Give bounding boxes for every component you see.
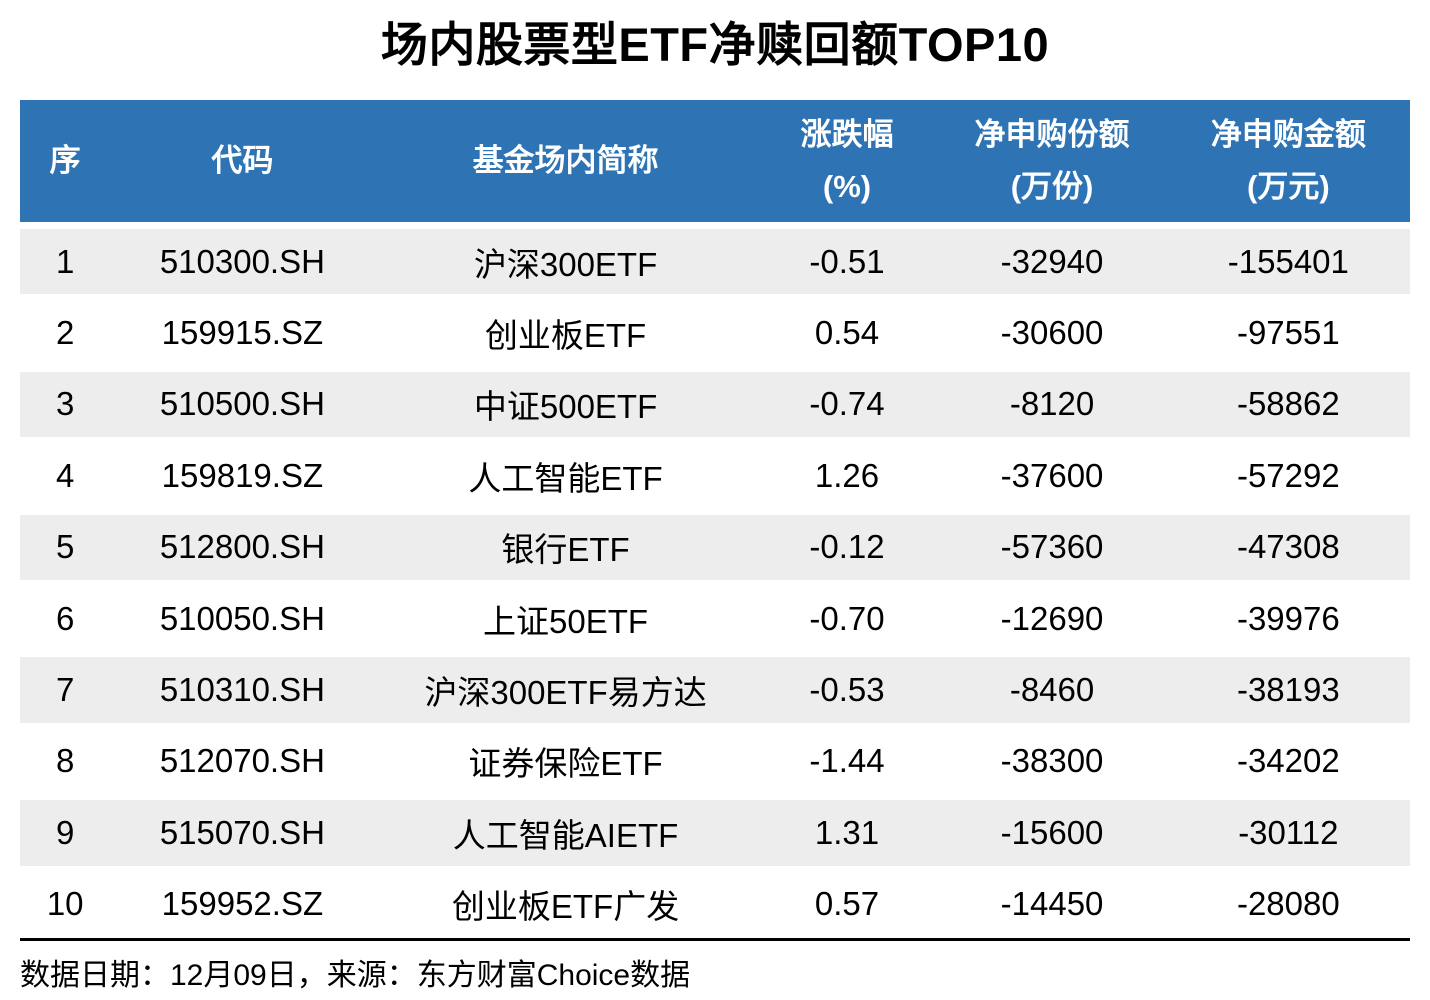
cell-amount: -58862 — [1236, 385, 1340, 423]
cell-code: 510300.SH — [159, 242, 325, 280]
cell-change: 0.57 — [814, 885, 880, 923]
cell-code: 159915.SZ — [161, 314, 324, 352]
cell-shares: -12690 — [1000, 599, 1104, 637]
cell-name: 创业板ETF — [484, 317, 647, 355]
cell-change: 1.26 — [814, 456, 880, 494]
cell-seq: 8 — [55, 742, 75, 780]
cell-code: 159952.SZ — [161, 885, 324, 923]
cell-change: -0.53 — [809, 671, 885, 709]
cell-change: 0.54 — [814, 314, 880, 352]
cell-name: 创业板ETF广发 — [451, 888, 680, 926]
cell-seq: 7 — [55, 671, 75, 709]
table-row: 3 510500.SH 中证500ETF -0.74 -8120 -58862 — [20, 368, 1410, 441]
cell-name: 证券保险ETF — [468, 745, 663, 783]
table-row: 2 159915.SZ 创业板ETF 0.54 -30600 -97551 — [20, 297, 1410, 369]
column-header-label: 基金场内简称 — [472, 143, 659, 178]
cell-name: 沪深300ETF易方达 — [424, 674, 707, 712]
cell-code: 510500.SH — [159, 385, 325, 423]
cell-change: -0.70 — [809, 599, 885, 637]
column-header-label: 序 — [49, 143, 81, 178]
table-row: 8 512070.SH 证券保险ETF -1.44 -38300 -34202 — [20, 725, 1410, 798]
cell-amount: -39976 — [1236, 599, 1340, 637]
cell-shares: -8120 — [1009, 385, 1095, 423]
cell-change: -0.51 — [809, 242, 885, 280]
column-header-unit: (万份) — [1010, 169, 1094, 204]
cell-code: 512800.SH — [159, 528, 325, 566]
cell-seq: 3 — [55, 385, 75, 423]
cell-shares: -15600 — [1000, 813, 1104, 851]
column-header-unit: (万元) — [1247, 169, 1330, 204]
cell-amount: -34202 — [1236, 742, 1340, 780]
table-row: 1 510300.SH 沪深300ETF -0.51 -32940 -15540… — [20, 226, 1410, 298]
table-row: 7 510310.SH 沪深300ETF易方达 -0.53 -8460 -381… — [20, 654, 1410, 726]
cell-code: 159819.SZ — [161, 456, 324, 494]
column-header-code: 代码 — [110, 100, 374, 222]
cell-name: 人工智能ETF — [468, 459, 663, 497]
cell-code: 510310.SH — [159, 671, 325, 709]
cell-amount: -47308 — [1236, 528, 1340, 566]
cell-seq: 5 — [55, 528, 75, 566]
cell-shares: -57360 — [1000, 528, 1104, 566]
column-header-label: 净申购金额 — [1210, 117, 1366, 152]
cell-amount: -38193 — [1236, 671, 1340, 709]
cell-name: 人工智能AIETF — [452, 816, 679, 854]
cell-change: -1.44 — [809, 742, 885, 780]
cell-change: 1.31 — [814, 813, 880, 851]
column-header-amount: 净申购金额 (万元) — [1167, 100, 1410, 222]
cell-shares: -14450 — [1000, 885, 1104, 923]
table-row: 4 159819.SZ 人工智能ETF 1.26 -37600 -57292 — [20, 440, 1410, 512]
cell-seq: 1 — [55, 242, 75, 280]
table-row: 6 510050.SH 上证50ETF -0.70 -12690 -39976 — [20, 582, 1410, 655]
cell-code: 512070.SH — [159, 742, 325, 780]
cell-seq: 6 — [55, 599, 75, 637]
cell-name: 中证500ETF — [473, 388, 658, 426]
cell-name: 上证50ETF — [483, 602, 649, 640]
cell-name: 沪深300ETF — [473, 245, 658, 283]
data-source-note: 数据日期：12月09日，来源：东方财富Choice数据 — [20, 938, 1410, 994]
page-title: 场内股票型ETF净赎回额TOP10 — [380, 18, 1050, 71]
cell-shares: -30600 — [1000, 314, 1104, 352]
table-row: 5 512800.SH 银行ETF -0.12 -57360 -47308 — [20, 511, 1410, 583]
cell-shares: -8460 — [1009, 671, 1095, 709]
table-row: 10 159952.SZ 创业板ETF广发 0.57 -14450 -28080 — [20, 868, 1410, 940]
cell-shares: -38300 — [1000, 742, 1104, 780]
column-header-shares: 净申购份额 (万份) — [937, 100, 1166, 222]
table-row: 9 515070.SH 人工智能AIETF 1.31 -15600 -30112 — [20, 797, 1410, 869]
table-header-row: 序 代码 基金场内简称 涨跌幅 (%) 净申购份额 (万份) 净申购金额 (万 — [20, 100, 1410, 226]
column-header-seq: 序 — [20, 100, 110, 222]
cell-seq: 4 — [55, 456, 75, 494]
cell-shares: -37600 — [1000, 456, 1104, 494]
cell-amount: -30112 — [1238, 813, 1339, 851]
column-header-change: 涨跌幅 (%) — [757, 100, 938, 222]
cell-amount: -155401 — [1227, 242, 1349, 280]
cell-seq: 2 — [55, 314, 75, 352]
cell-code: 515070.SH — [159, 813, 325, 851]
cell-amount: -28080 — [1236, 885, 1340, 923]
cell-amount: -97551 — [1236, 314, 1340, 352]
etf-redemption-table: 序 代码 基金场内简称 涨跌幅 (%) 净申购份额 (万份) 净申购金额 (万 — [20, 100, 1410, 940]
cell-amount: -57292 — [1236, 456, 1340, 494]
cell-shares: -32940 — [1000, 242, 1104, 280]
cell-code: 510050.SH — [159, 599, 325, 637]
column-header-unit: (%) — [822, 169, 872, 204]
cell-change: -0.74 — [809, 385, 885, 423]
cell-name: 银行ETF — [501, 531, 630, 569]
cell-change: -0.12 — [809, 528, 885, 566]
cell-seq: 10 — [46, 885, 84, 923]
cell-seq: 9 — [55, 813, 75, 851]
column-header-label: 净申购份额 — [974, 117, 1130, 152]
column-header-label: 涨跌幅 — [800, 117, 894, 152]
column-header-name: 基金场内简称 — [374, 100, 756, 222]
column-header-label: 代码 — [211, 143, 274, 178]
